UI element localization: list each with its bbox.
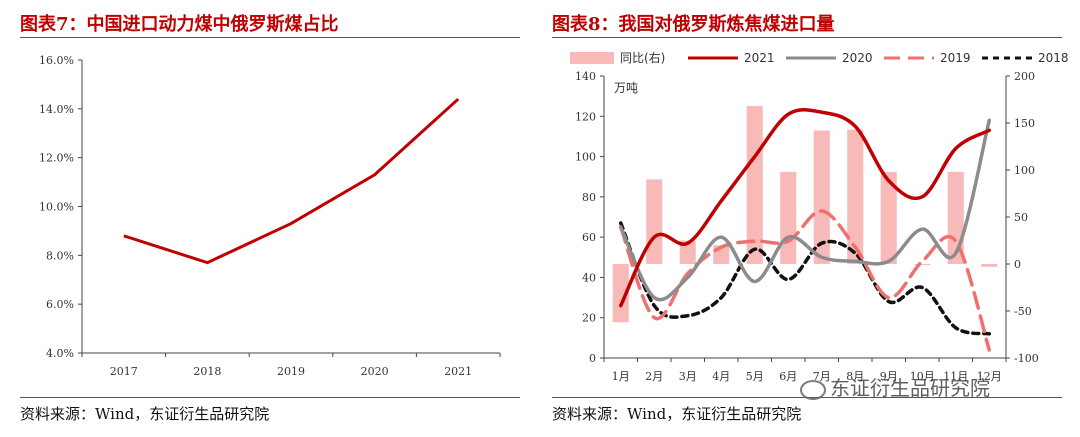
right-y-tick-label: -50 — [1014, 305, 1032, 318]
yoy-bar — [746, 106, 763, 264]
x-tick-label: 2018 — [193, 365, 221, 378]
legend-label: 2021 — [744, 51, 775, 65]
y-tick-label: 12.0% — [39, 152, 74, 165]
yoy-bar — [981, 264, 998, 267]
series-line-2018 — [619, 221, 991, 336]
left-y-tick-label: 0 — [589, 352, 596, 365]
watermark-text: 东证衍生品研究院 — [830, 376, 990, 400]
x-tick-label: 9月 — [880, 370, 898, 383]
left-y-tick-label: 20 — [582, 312, 596, 325]
series-line-2020 — [619, 118, 991, 302]
left-y-tick-label: 60 — [582, 231, 596, 244]
left-y-tick-label: 140 — [575, 70, 596, 83]
yoy-bar — [880, 171, 897, 264]
series-line-2021 — [619, 107, 991, 308]
right-y-tick-label: 100 — [1014, 164, 1035, 177]
x-tick-label: 10月 — [910, 370, 935, 383]
legend-swatch-bar — [570, 52, 614, 64]
x-tick-label: 6月 — [779, 370, 797, 383]
yoy-bar — [847, 129, 864, 264]
left-y-tick-label: 120 — [575, 110, 596, 123]
y-tick-label: 10.0% — [39, 201, 74, 214]
x-tick-label: 2020 — [361, 365, 389, 378]
x-tick-label: 2月 — [645, 370, 663, 383]
left-source-rule — [20, 397, 520, 398]
x-tick-label: 1月 — [612, 370, 630, 383]
yoy-bar — [780, 171, 797, 264]
right-combo-chart: 0 20 40 60 80 100 120 140 -100 -50 0 50 100 150 200 1月 2… — [570, 50, 1069, 383]
right-y-tick-label: 0 — [1014, 258, 1021, 271]
left-source: 资料来源：Wind，东证衍生品研究院 — [20, 405, 270, 423]
right-source: 资料来源：Wind，东证衍生品研究院 — [552, 405, 802, 423]
right-y-tick-label: 200 — [1014, 70, 1035, 83]
y-tick-label: 14.0% — [39, 103, 74, 116]
watermark: 东证衍生品研究院 — [800, 372, 990, 401]
right-y-tick-label: 50 — [1014, 211, 1028, 224]
left-y-tick-label: 40 — [582, 271, 596, 284]
y-tick-label: 8.0% — [46, 249, 74, 262]
x-tick-label: 11月 — [943, 370, 968, 383]
right-y-tick-label: -100 — [1014, 352, 1039, 365]
legend-label: 2020 — [842, 51, 873, 65]
left-y-tick-label: 80 — [582, 191, 596, 204]
legend-label: 2019 — [940, 51, 971, 65]
yoy-bar — [646, 179, 663, 264]
unit-label: 万吨 — [614, 81, 638, 95]
left-chart-title: 图表7：中国进口动力煤中俄罗斯煤占比 — [20, 14, 339, 35]
wechat-icon — [800, 379, 826, 400]
x-tick-label: 2019 — [277, 365, 305, 378]
yoy-bar — [813, 130, 830, 264]
x-tick-label: 12月 — [977, 370, 1002, 383]
y-tick-label: 6.0% — [46, 298, 74, 311]
left-line-chart: 4.0% 6.0% 8.0% 10.0% 12.0% 14.0% 16.0% 2017 2018… — [39, 54, 501, 378]
y-tick-label: 16.0% — [39, 54, 74, 67]
series-line-2019 — [619, 209, 991, 352]
left-y-tick-label: 100 — [575, 151, 596, 164]
right-y-tick-label: 150 — [1014, 117, 1035, 130]
x-tick-label: 8月 — [846, 370, 864, 383]
right-chart-title: 图表8：我国对俄罗斯炼焦煤进口量 — [552, 14, 835, 35]
yoy-bar — [612, 264, 629, 323]
x-tick-label: 5月 — [746, 370, 764, 383]
x-tick-label: 3月 — [679, 370, 697, 383]
legend-label: 同比(右) — [620, 50, 665, 65]
x-tick-label: 4月 — [712, 370, 730, 383]
left-title-rule — [20, 37, 520, 38]
legend-label: 2018 — [1038, 51, 1069, 65]
yoy-bar — [679, 240, 696, 264]
right-title-rule — [552, 37, 1062, 38]
x-tick-label: 2017 — [110, 365, 138, 378]
y-tick-label: 4.0% — [46, 347, 74, 360]
x-tick-label: 2021 — [444, 365, 472, 378]
yoy-bar — [914, 264, 931, 265]
